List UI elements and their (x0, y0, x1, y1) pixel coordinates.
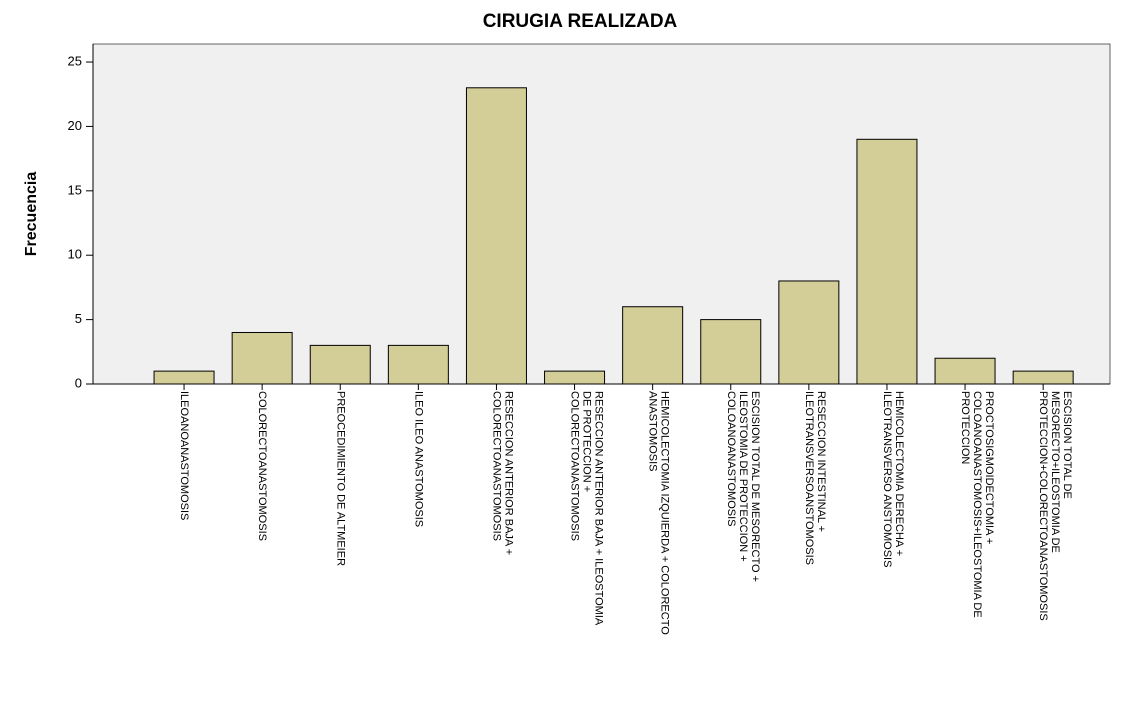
x-tick-label: COLORECTOANASTOMOSIS (569, 391, 581, 541)
y-tick-label: 0 (75, 375, 82, 390)
x-tick-label: RESECCION ANTERIOR BAJA + ILEOSTOMIA (593, 391, 605, 626)
bar (700, 319, 762, 385)
bar (622, 306, 684, 385)
bar (153, 370, 215, 385)
x-tick-label: ILEO ILEO ANASTOMOSIS (412, 391, 424, 527)
x-tick-label: ILEOSTOMIA DE PROTECCION + (737, 391, 749, 562)
x-tick-label: PROCTOSIGMOIDECTOMIA + (983, 391, 995, 544)
bar (231, 331, 293, 385)
x-tick-label: COLORECTOANASTOMOSIS (491, 391, 503, 541)
y-axis-label: Frecuencia (23, 172, 40, 257)
x-tick-label: ESCISION TOTAL DE (1061, 391, 1073, 499)
x-tick-label: COLOANOANASTOMOSIS+ILEOSTOMIA DE (971, 391, 983, 618)
x-tick-label: RESECCION ANTERIOR BAJA + (503, 391, 515, 555)
y-tick-label: 10 (68, 247, 82, 262)
bar (856, 138, 918, 385)
x-tick-label: HEMICOLECTOMIA DERECHA + (893, 391, 905, 556)
x-tick-label: COLORECTOANASTOMOSIS (256, 391, 268, 541)
bar (387, 344, 449, 385)
bar (465, 87, 527, 385)
bar (934, 357, 996, 385)
y-tick-label: 20 (68, 118, 82, 133)
x-tick-label: ILEOTRANSVERSO ANSTOMOSIS (881, 391, 893, 567)
y-tick-label: 5 (75, 311, 82, 326)
bar (309, 344, 371, 385)
plot-area (92, 43, 1111, 385)
x-tick-label: PROTECCION (959, 391, 971, 464)
chart-title: CIRUGIA REALIZADA (483, 11, 678, 32)
x-tick-label: ILEOTRANSVERSOANSTOMOSIS (803, 391, 815, 565)
x-tick-label: ESCISION TOTAL DE MESORECTO + (749, 391, 761, 582)
x-tick-label: RESECCION INTESTINAL + (815, 391, 827, 532)
x-tick-label: ANASTOMOSIS (647, 391, 659, 471)
x-tick-label: MESORECTO+ILEOSTOMIA DE (1049, 391, 1061, 553)
x-tick-label: ILEOANOANASTOMOSIS (178, 391, 190, 520)
bar (778, 280, 840, 385)
x-tick-label: COLOANOANASTOMOSIS (725, 391, 737, 527)
y-tick-label: 15 (68, 182, 82, 197)
x-tick-label: HEMICOLECTOMIA IZQUIERDA + COLORECTO (659, 391, 671, 635)
x-tick-label: DE PROTECCION + (581, 391, 593, 492)
bar (1012, 370, 1074, 385)
x-tick-label: PREOCEDIMIENTO DE ALTMEIER (334, 391, 346, 566)
y-tick-label: 25 (68, 53, 82, 68)
x-tick-label: PROTECCION+COLORECTOANASTOMOSIS (1037, 391, 1049, 621)
bar (544, 370, 606, 385)
